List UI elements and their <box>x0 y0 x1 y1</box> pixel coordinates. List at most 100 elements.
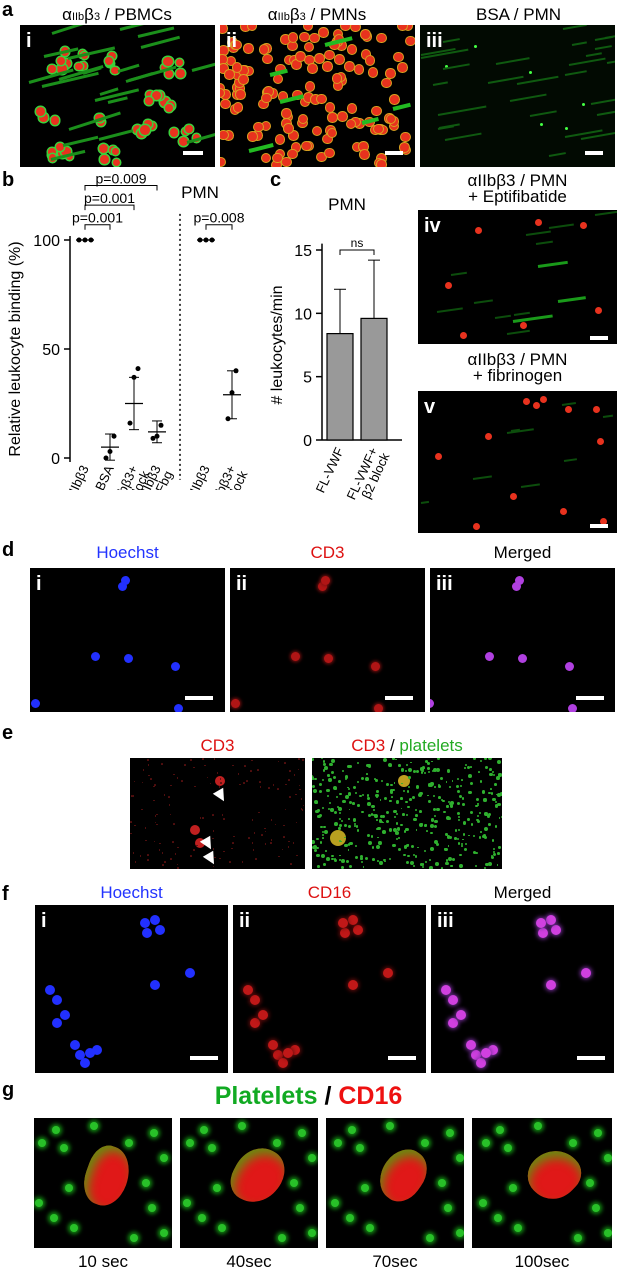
cell <box>494 803 499 808</box>
sublabel-iii: iii <box>437 910 454 932</box>
cell <box>427 794 429 797</box>
y-tick-label: 0 <box>51 451 60 468</box>
cell <box>50 116 59 125</box>
cell <box>429 858 431 861</box>
cell <box>382 830 386 834</box>
cell <box>255 858 258 860</box>
cell <box>290 651 300 661</box>
cell <box>348 915 358 925</box>
cell <box>163 794 166 796</box>
cell <box>538 928 548 938</box>
cell <box>356 780 360 784</box>
cell <box>175 69 185 79</box>
cell <box>592 1204 600 1212</box>
cell <box>540 122 544 126</box>
panel-g-title: Platelets / CD16 <box>214 1082 403 1110</box>
cell <box>372 809 375 812</box>
cell <box>367 763 371 767</box>
cell <box>312 775 314 778</box>
data-point <box>82 237 88 243</box>
cell <box>367 765 371 769</box>
cell <box>367 797 370 800</box>
cell <box>219 857 221 860</box>
cell <box>447 800 450 804</box>
cell <box>489 788 492 791</box>
platelet-streak <box>450 271 467 276</box>
cell <box>347 792 352 797</box>
cell <box>475 851 479 855</box>
platelet-streak <box>445 132 482 142</box>
cell <box>312 784 316 788</box>
y-tick-label: 10 <box>294 306 312 323</box>
cell <box>344 775 349 779</box>
cell <box>374 124 383 134</box>
micrograph-e-cd3 <box>130 758 305 869</box>
cell <box>361 1184 369 1192</box>
cell <box>488 768 492 772</box>
cell <box>430 782 434 786</box>
cell <box>599 517 607 525</box>
cell <box>475 797 479 801</box>
cell <box>406 790 409 793</box>
cell <box>432 769 435 772</box>
scale-bar <box>388 1056 416 1060</box>
cell <box>467 817 470 821</box>
cell <box>478 812 481 814</box>
panel-label-g: g <box>2 1079 15 1101</box>
data-point <box>154 433 160 439</box>
cell <box>430 818 435 822</box>
cell <box>133 780 136 783</box>
cell <box>316 94 326 104</box>
p-value: p=0.001 <box>84 190 135 206</box>
cell <box>293 773 296 776</box>
cell <box>412 853 415 856</box>
cell <box>160 96 171 107</box>
cell <box>263 54 272 64</box>
cell <box>313 799 318 804</box>
cell <box>315 54 325 63</box>
cell <box>212 830 215 832</box>
cell <box>473 834 475 837</box>
cell <box>404 769 408 773</box>
cell <box>386 1122 394 1130</box>
sublabel-iii: iii <box>426 30 443 52</box>
micrograph-iv: iv <box>418 210 617 344</box>
panel-label-b: b <box>2 169 15 191</box>
cell <box>303 25 313 30</box>
scale-bar <box>190 1056 218 1060</box>
neutrophil-blob <box>223 1139 293 1212</box>
cell <box>190 759 192 761</box>
cell <box>150 980 160 990</box>
chart-relative-binding: PMN 0 50 100 Relative leukocyte binding (%) p… <box>7 171 251 491</box>
cell <box>176 777 179 779</box>
cell <box>310 33 319 43</box>
cell <box>482 1139 490 1147</box>
cell <box>497 760 502 764</box>
cell <box>449 835 453 840</box>
cell <box>514 575 524 585</box>
cell <box>366 1224 374 1232</box>
platelet-streak <box>436 307 464 314</box>
cell <box>423 849 427 853</box>
cell <box>464 767 467 769</box>
micrograph-d-hoechst: i <box>30 568 225 712</box>
cell <box>427 783 432 787</box>
cell <box>440 777 444 781</box>
bar <box>360 317 388 441</box>
cell <box>304 93 313 102</box>
cell <box>243 66 253 76</box>
cell <box>494 1214 502 1222</box>
cell <box>282 157 291 167</box>
cell <box>220 46 228 55</box>
cell <box>376 859 379 862</box>
cell <box>239 75 249 84</box>
cell <box>156 823 158 826</box>
cell <box>445 833 448 836</box>
chart-title: PMN <box>181 183 219 202</box>
cell <box>479 1199 487 1207</box>
cell <box>354 856 358 860</box>
arrowhead-icon <box>202 850 220 868</box>
cell <box>325 50 334 60</box>
cell <box>372 858 376 862</box>
cell <box>297 768 300 771</box>
